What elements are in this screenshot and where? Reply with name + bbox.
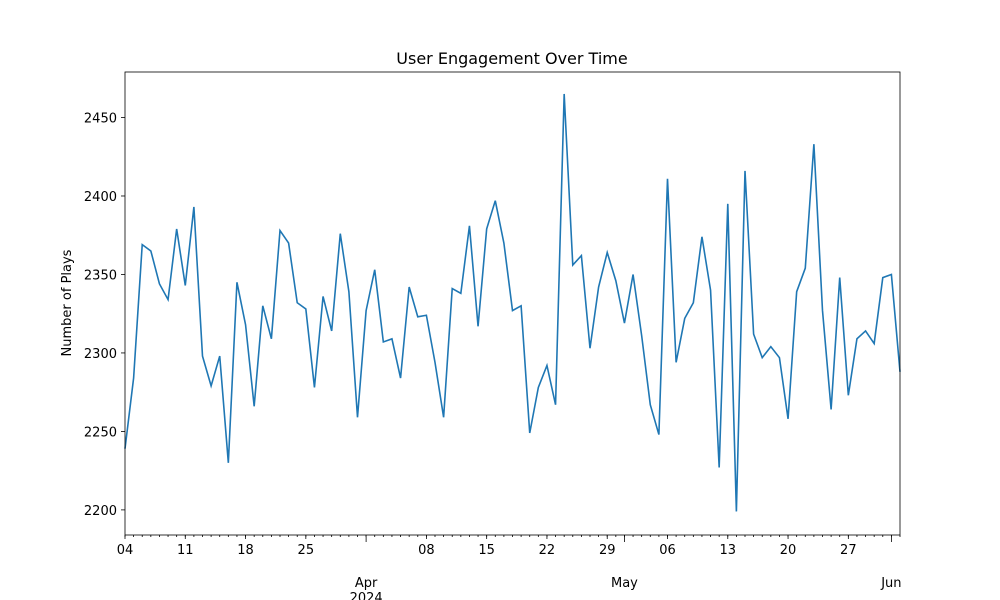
x-major-tick-label: Apr 2024 xyxy=(350,576,383,600)
x-tick-label: 15 xyxy=(478,543,495,558)
y-tick-label: 2400 xyxy=(84,190,117,205)
x-tick-label: 08 xyxy=(418,543,435,558)
y-tick-label: 2200 xyxy=(84,504,117,519)
x-tick-label: 29 xyxy=(599,543,616,558)
data-line xyxy=(124,93,901,512)
x-tick-label: 27 xyxy=(840,543,857,558)
x-tick-label: 20 xyxy=(780,543,797,558)
x-tick-label: 04 xyxy=(117,543,134,558)
x-tick-label: 18 xyxy=(237,543,254,558)
x-major-tick-label: Jun xyxy=(880,576,901,591)
x-tick-label: 22 xyxy=(539,543,556,558)
x-tick-label: 25 xyxy=(298,543,315,558)
chart-title: User Engagement Over Time xyxy=(396,49,627,68)
y-tick-label: 2250 xyxy=(84,425,117,440)
y-tick-label: 2350 xyxy=(84,268,117,283)
x-tick-label: 13 xyxy=(720,543,737,558)
plot-frame xyxy=(124,71,901,536)
y-axis-label: Number of Plays xyxy=(60,249,75,356)
y-tick-label: 2300 xyxy=(84,347,117,362)
x-tick-label: 11 xyxy=(177,543,194,558)
x-tick-label: 06 xyxy=(659,543,676,558)
x-major-tick-label: May xyxy=(611,576,638,591)
y-tick-label: 2450 xyxy=(84,112,117,127)
